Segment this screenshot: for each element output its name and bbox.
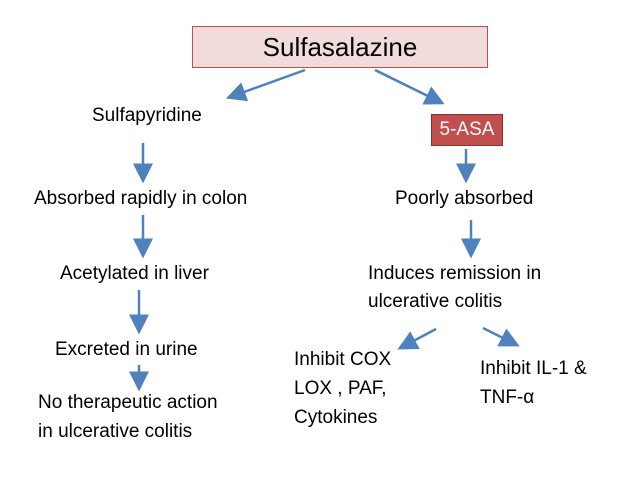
arrow-to-effect-a (397, 327, 437, 350)
effect-b-line1: Inhibit IL-1 & (480, 358, 587, 379)
asa-label: 5-ASA (439, 119, 495, 140)
acetylated-liver-label: Acetylated in liver (60, 263, 209, 284)
excreted-urine-label: Excreted in urine (55, 339, 198, 360)
poorly-absorbed-label: Poorly absorbed (395, 188, 534, 209)
arrow-to-sulfapyridine (225, 68, 306, 102)
diagram-title: Sulfasalazine (262, 31, 418, 62)
asa-box: 5-ASA (431, 114, 503, 146)
no-therapeutic-action-line1: No therapeutic action (38, 392, 218, 413)
effect-a-line2: LOX , PAF, (294, 378, 387, 399)
title-box: Sulfasalazine (192, 26, 488, 68)
effect-a-line3: Cytokines (294, 407, 378, 428)
arrow-to-5asa (374, 68, 445, 105)
induces-remission-line2: ulcerative colitis (368, 291, 503, 312)
effect-a-line1: Inhibit COX (294, 349, 392, 370)
effect-b-line2: TNF-α (480, 387, 535, 408)
no-therapeutic-action-line2: in ulcerative colitis (38, 421, 193, 442)
absorbed-rapidly-label: Absorbed rapidly in colon (34, 188, 248, 209)
induces-remission-line1: Induces remission in (368, 263, 542, 284)
sulfapyridine-label: Sulfapyridine (92, 105, 202, 126)
arrow-to-effect-b (482, 326, 520, 347)
